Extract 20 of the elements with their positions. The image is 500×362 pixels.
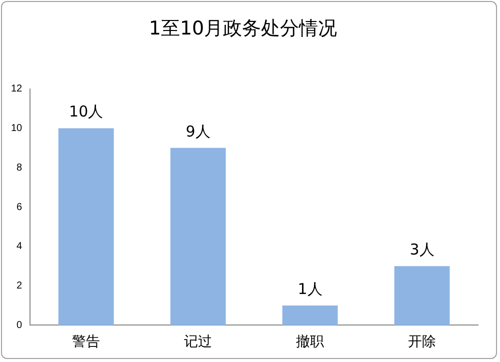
y-tick-label: 4 <box>16 241 23 252</box>
y-tick-label: 2 <box>16 280 23 292</box>
y-tick-label: 6 <box>16 202 23 213</box>
data-label: 9人 <box>186 122 210 140</box>
x-tick-label: 记过 <box>184 334 212 350</box>
data-label: 10人 <box>69 102 104 121</box>
y-tick-label: 8 <box>16 162 23 174</box>
x-tick-label: 撤职 <box>296 334 324 350</box>
y-tick-label: 10 <box>11 122 23 134</box>
bar <box>394 266 450 326</box>
y-tick-label: 0 <box>16 320 23 331</box>
x-tick-label: 警告 <box>72 334 100 350</box>
x-tick-label: 开除 <box>408 334 436 350</box>
data-label: 3人 <box>410 240 434 258</box>
bar <box>170 148 226 326</box>
chart-title: 1至10月政务处分情况 <box>148 17 338 40</box>
data-label: 1人 <box>298 280 322 298</box>
bar <box>58 128 114 326</box>
y-tick-label: 12 <box>11 84 23 95</box>
bar <box>282 306 338 326</box>
